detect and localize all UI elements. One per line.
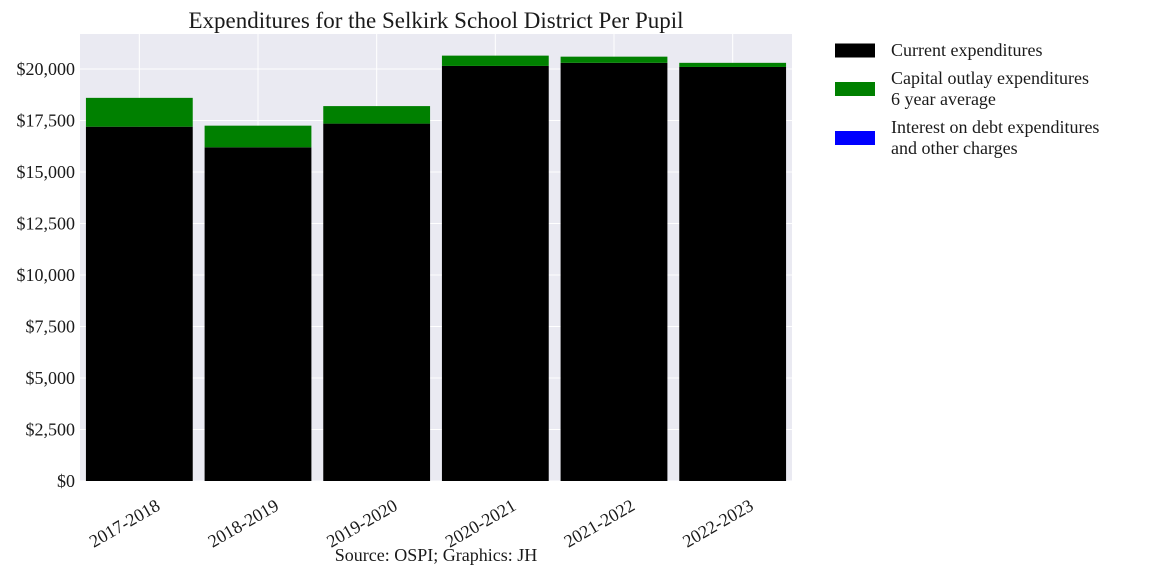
x-tick-label: 2019-2020 <box>323 495 401 551</box>
y-axis-ticks: $0 $2,500 $5,000 $7,500 $10,000 $12,500 $15,00… <box>17 59 76 491</box>
x-tick-label: 2018-2019 <box>204 495 282 551</box>
bar-segment-series-1 <box>560 56 668 63</box>
chart-source: Source: OSPI; Graphics: JH <box>335 545 537 565</box>
bar-segment-series-1 <box>204 125 312 148</box>
bars <box>85 55 787 482</box>
x-tick-label: 2022-2023 <box>679 495 757 551</box>
y-tick-label: $5,000 <box>26 368 76 388</box>
y-tick-label: $10,000 <box>17 265 76 285</box>
x-tick-label: 2017-2018 <box>86 495 164 551</box>
plot-area <box>80 34 792 481</box>
legend-label: Current expenditures <box>891 40 1042 60</box>
bar-segment-series-1 <box>679 62 787 67</box>
x-tick-label: 2020-2021 <box>442 495 520 551</box>
y-tick-label: $20,000 <box>17 59 76 79</box>
y-tick-label: $0 <box>57 471 75 491</box>
legend-swatch <box>835 131 875 145</box>
bar-segment-series-1 <box>323 106 431 124</box>
bar-segment-series-0 <box>85 126 193 481</box>
legend: Current expenditures Capital outlay expen… <box>835 40 1099 158</box>
y-tick-label: $15,000 <box>17 162 76 182</box>
bar-segment-series-0 <box>560 62 668 481</box>
chart-title: Expenditures for the Selkirk School Dist… <box>188 8 683 33</box>
bar-segment-series-0 <box>323 123 431 481</box>
bar-segment-series-0 <box>204 147 312 482</box>
legend-label: 6 year average <box>891 89 996 109</box>
x-axis-ticks: 2017-2018 2018-2019 2019-2020 2020-2021 2021… <box>86 495 757 551</box>
bar-segment-series-0 <box>679 66 787 481</box>
bar-segment-series-1 <box>441 55 549 66</box>
x-tick-label: 2021-2022 <box>560 495 638 551</box>
legend-label: Capital outlay expenditures <box>891 68 1089 88</box>
bar-segment-series-1 <box>85 97 193 127</box>
y-tick-label: $2,500 <box>26 420 76 440</box>
legend-swatch <box>835 43 875 58</box>
y-tick-label: $12,500 <box>17 214 76 234</box>
legend-label: and other charges <box>891 138 1018 158</box>
y-tick-label: $17,500 <box>17 111 76 131</box>
legend-label: Interest on debt expenditures <box>891 117 1099 137</box>
bar-segment-series-0 <box>441 65 549 481</box>
y-tick-label: $7,500 <box>26 317 76 337</box>
legend-swatch <box>835 82 875 96</box>
